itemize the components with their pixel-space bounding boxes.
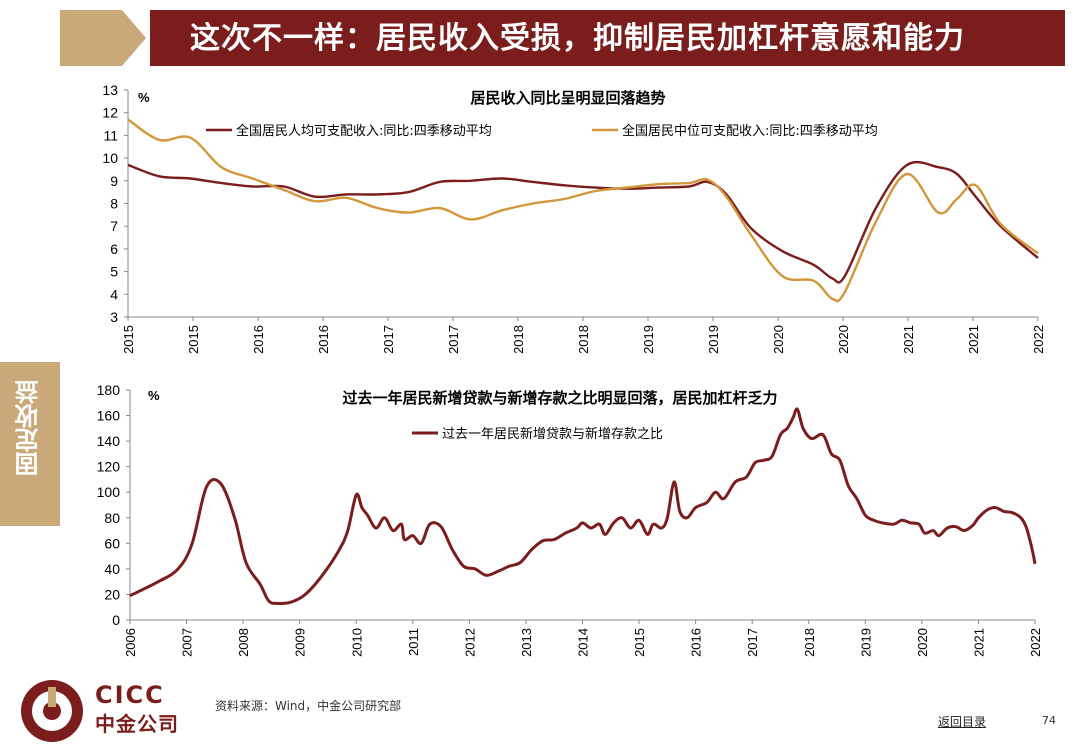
x-tick-label: 2018 bbox=[802, 628, 817, 657]
x-tick-label: 2016 bbox=[316, 325, 331, 354]
x-tick-label: 2015 bbox=[186, 325, 201, 354]
y-tick-label: 6 bbox=[110, 241, 118, 257]
x-tick-label: 2008 bbox=[236, 628, 251, 657]
x-tick-label: 2016 bbox=[251, 325, 266, 354]
loan-deposit-ratio-chart: 0 20 40 60 80 100 120 140 160 180 % 2006 2007 2008 200… bbox=[97, 382, 1043, 657]
x-tick-label: 2022 bbox=[1028, 628, 1043, 657]
y-tick-label: 5 bbox=[110, 264, 118, 280]
x-tick-label: 2010 bbox=[349, 628, 364, 657]
legend-label-1: 全国居民人均可支配收入:同比:四季移动平均 bbox=[236, 123, 492, 139]
logo-text-cn: 中金公司 bbox=[95, 712, 179, 736]
y-tick-label: 120 bbox=[97, 459, 121, 475]
x-tick-label: 2021 bbox=[901, 325, 916, 354]
y-unit-label: % bbox=[148, 388, 160, 403]
y-tick-label: 7 bbox=[110, 218, 118, 234]
x-tick-label: 2013 bbox=[519, 628, 534, 657]
x-tick-label: 2007 bbox=[180, 628, 195, 657]
x-tick-label: 2009 bbox=[293, 628, 308, 657]
y-tick-label: 180 bbox=[97, 382, 121, 398]
y-tick-label: 40 bbox=[104, 561, 120, 577]
x-tick-label: 2016 bbox=[689, 628, 704, 657]
y-tick-label: 20 bbox=[104, 586, 120, 602]
y-tick-label: 100 bbox=[97, 484, 121, 500]
y-tick-label: 9 bbox=[110, 173, 118, 189]
y-tick-label: 12 bbox=[102, 105, 118, 121]
x-tick-label: 2015 bbox=[121, 325, 136, 354]
x-tick-label: 2017 bbox=[745, 628, 760, 657]
legend-label-2: 全国居民中位可支配收入:同比:四季移动平均 bbox=[622, 123, 878, 139]
x-tick-label: 2017 bbox=[446, 325, 461, 354]
section-tab[interactable] bbox=[0, 362, 60, 526]
logo-text-en: CICC bbox=[95, 681, 165, 709]
page-title: 这次不一样：居民收入受损，抑制居民加杠杆意愿和能力 bbox=[190, 21, 965, 56]
series-line-1 bbox=[129, 407, 1037, 605]
chart-title: 居民收入同比呈明显回落趋势 bbox=[470, 89, 665, 107]
series-line-1 bbox=[127, 160, 1039, 284]
x-tick-label: 2019 bbox=[641, 325, 656, 354]
x-tick-label: 2017 bbox=[381, 325, 396, 354]
page-number: 74 bbox=[1042, 714, 1056, 727]
x-tick-label: 2020 bbox=[915, 628, 930, 657]
x-tick-label: 2006 bbox=[123, 628, 138, 657]
x-tick-label: 2021 bbox=[971, 628, 986, 657]
header-band bbox=[150, 10, 1065, 66]
y-tick-label: 3 bbox=[110, 309, 118, 325]
x-tick-label: 2019 bbox=[706, 325, 721, 354]
x-tick-label: 2018 bbox=[511, 325, 526, 354]
back-to-contents-link[interactable]: 返回目录 bbox=[938, 715, 987, 729]
x-tick-label: 2012 bbox=[462, 628, 477, 657]
chart-title: 过去一年居民新增贷款与新增存款之比明显回落，居民加杠杆乏力 bbox=[342, 389, 777, 407]
x-tick-label: 2018 bbox=[576, 325, 591, 354]
y-tick-label: 11 bbox=[103, 127, 118, 143]
x-tick-label: 2020 bbox=[771, 325, 786, 354]
y-unit-label: % bbox=[138, 90, 150, 105]
header-arrow-icon bbox=[60, 10, 146, 66]
x-tick-label: 2022 bbox=[1031, 325, 1046, 354]
income-growth-chart: 3 4 5 6 7 8 9 10 11 12 13 % 2015 2015 2016 2016 2017 2017… bbox=[102, 82, 1046, 354]
y-tick-label: 10 bbox=[102, 150, 118, 166]
y-tick-label: 140 bbox=[97, 433, 121, 449]
series-line-2 bbox=[127, 118, 1039, 303]
x-tick-label: 2021 bbox=[966, 325, 981, 354]
y-tick-label: 160 bbox=[97, 408, 121, 424]
y-tick-label: 60 bbox=[104, 535, 120, 551]
y-tick-label: 8 bbox=[110, 196, 118, 212]
x-tick-label: 2019 bbox=[858, 628, 873, 657]
legend-label-1: 过去一年居民新增贷款与新增存款之比 bbox=[442, 426, 663, 442]
x-tick-label: 2014 bbox=[576, 628, 591, 657]
y-tick-label: 0 bbox=[112, 612, 120, 628]
x-tick-label: 2011 bbox=[406, 628, 421, 656]
x-tick-label: 2020 bbox=[836, 325, 851, 354]
y-tick-label: 80 bbox=[104, 510, 120, 526]
cicc-logo-icon bbox=[21, 680, 83, 742]
y-tick-label: 4 bbox=[110, 286, 118, 302]
x-tick-label: 2015 bbox=[632, 628, 647, 657]
source-note: 资料来源：Wind，中金公司研究部 bbox=[215, 699, 402, 713]
y-tick-label: 13 bbox=[102, 82, 118, 98]
